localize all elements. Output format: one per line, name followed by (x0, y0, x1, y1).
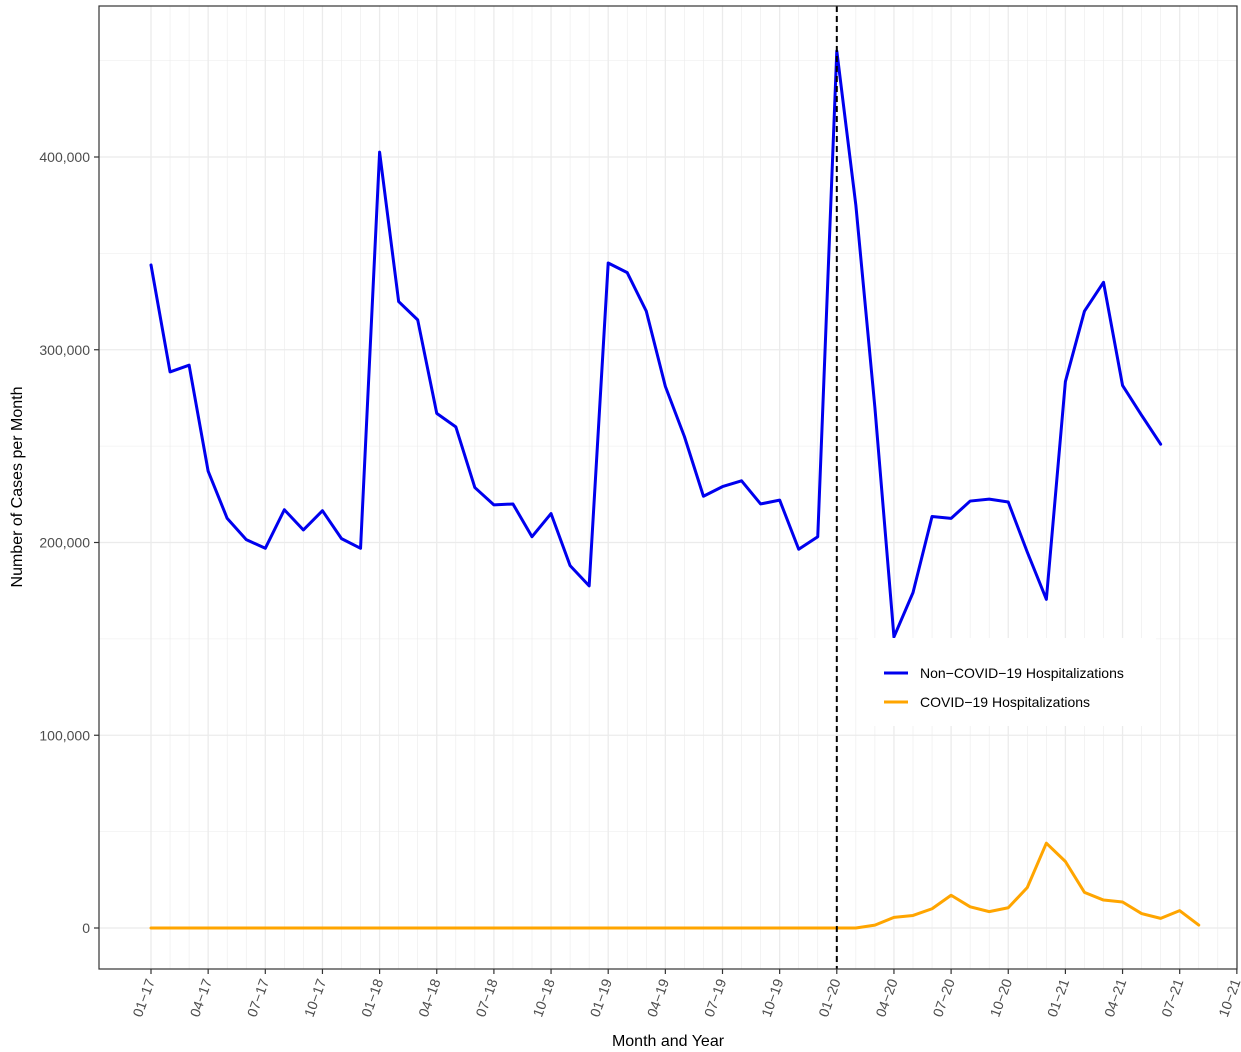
x-axis-title: Month and Year (612, 1033, 725, 1050)
x-tick-label: 07−21 (1158, 976, 1187, 1019)
plot-border (98, 5, 1238, 970)
x-tick-label: 07−19 (701, 976, 730, 1019)
x-tick-label: 10−17 (301, 976, 330, 1019)
x-tick-label: 10−21 (1215, 976, 1241, 1019)
legend-background (858, 638, 1156, 726)
legend-label-covid: COVID−19 Hospitalizations (920, 694, 1090, 710)
y-tick-label: 100,000 (39, 727, 90, 743)
major-gridlines (99, 6, 1238, 969)
series-line-non-covid (149, 49, 1163, 639)
x-tick-label: 10−20 (987, 976, 1016, 1019)
x-tick-label: 01−19 (587, 976, 616, 1019)
series-lines (149, 49, 1201, 930)
x-tick-label: 10−19 (758, 976, 787, 1019)
x-tick-label: 04−17 (186, 976, 215, 1019)
x-tick-label: 01−18 (358, 976, 387, 1019)
x-tick-label: 01−20 (815, 976, 844, 1019)
y-tick-label: 400,000 (39, 149, 90, 165)
y-tick-label: 200,000 (39, 535, 90, 551)
y-axis-title: Number of Cases per Month (9, 387, 26, 588)
x-tick-label: 07−18 (472, 976, 501, 1019)
x-tick-label: 07−20 (929, 976, 958, 1019)
x-axis-ticks: 01−17 04−17 07−17 10−17 01−18 04−18 07−18 10−18… (129, 969, 1241, 1019)
x-tick-label: 04−20 (872, 976, 901, 1019)
x-tick-label: 07−17 (244, 976, 273, 1019)
legend: Non−COVID−19 Hospitalizations COVID−19 H… (858, 638, 1156, 726)
series-line-covid (149, 841, 1201, 930)
x-tick-label: 04−19 (644, 976, 673, 1019)
x-tick-label: 04−21 (1101, 976, 1130, 1019)
y-tick-label: 300,000 (39, 342, 90, 358)
x-tick-label: 01−21 (1044, 976, 1073, 1019)
x-tick-label: 01−17 (129, 976, 158, 1019)
minor-gridlines (99, 6, 1237, 969)
y-tick-label: 0 (82, 920, 90, 936)
plot-background (99, 6, 1237, 969)
x-tick-label: 10−18 (529, 976, 558, 1019)
y-axis-ticks: 0 100,000 200,000 300,000 400,000 (39, 149, 99, 936)
legend-label-non-covid: Non−COVID−19 Hospitalizations (920, 665, 1124, 681)
x-tick-label: 04−18 (415, 976, 444, 1019)
